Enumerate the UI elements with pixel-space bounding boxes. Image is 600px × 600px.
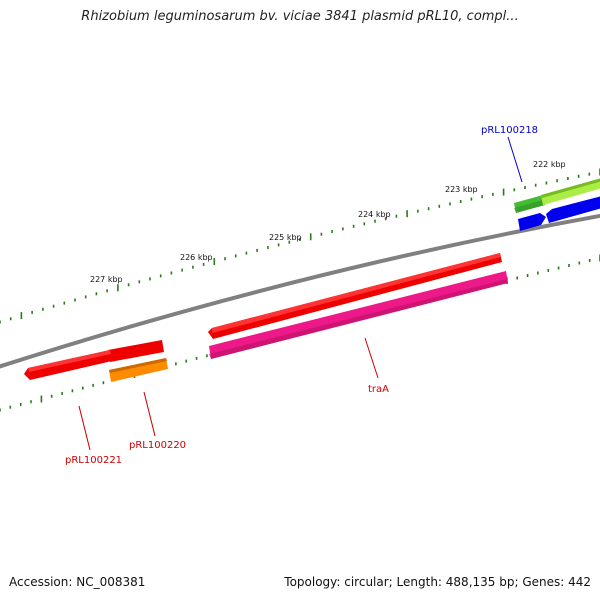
feature-blue-long-arrow[interactable]: [546, 196, 600, 223]
gene-pRL100218-arrow[interactable]: [514, 195, 545, 213]
gene-label-traA[interactable]: traA: [368, 384, 389, 395]
gene-label-pRL100221[interactable]: pRL100221: [65, 455, 122, 466]
map-title: Rhizobium leguminosarum bv. viciae 3841 …: [81, 9, 519, 24]
tick-label-225: 225 kbp: [269, 233, 302, 242]
tick-label-227: 227 kbp: [90, 275, 123, 284]
gene-traA-arrow[interactable]: [208, 253, 502, 339]
genome-summary-text: Topology: circular; Length: 488,135 bp; …: [284, 575, 591, 589]
tick-label-226: 226 kbp: [180, 253, 213, 262]
pRL100220-leader: [143, 391, 156, 437]
gene-pRL100220-red-arrow[interactable]: [108, 340, 164, 362]
feature-orange-arrow[interactable]: [109, 358, 168, 382]
tick-label-224: 224 kbp: [358, 210, 391, 219]
outer-tick-ring: [0, 168, 600, 324]
gene-label-pRL100218[interactable]: pRL100218: [481, 125, 538, 136]
gene-label-pRL100220[interactable]: pRL100220: [129, 440, 186, 451]
tick-label-222: 222 kbp: [533, 160, 566, 169]
gene-pRL100221-arrow[interactable]: [24, 350, 112, 380]
tick-label-223: 223 kbp: [445, 185, 478, 194]
plasmid-backbone: [0, 213, 600, 369]
traA-leader: [364, 337, 379, 379]
feature-pink-arrow[interactable]: [209, 271, 508, 359]
pRL100221-leader: [78, 405, 91, 451]
feature-light-green-arrow[interactable]: [541, 178, 600, 205]
pRL100218-leader: [507, 136, 523, 183]
feature-blue-arrow[interactable]: [518, 213, 546, 231]
accession-text: Accession: NC_008381: [9, 575, 146, 589]
